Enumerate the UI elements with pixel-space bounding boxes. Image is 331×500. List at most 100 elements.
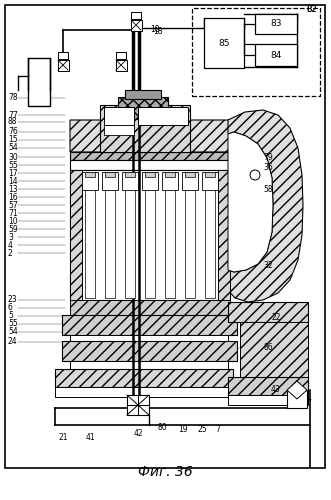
Bar [145,172,155,177]
Text: 71: 71 [8,208,18,218]
Bar [58,52,68,59]
Polygon shape [70,120,240,152]
Text: 43: 43 [271,386,281,394]
Text: 84: 84 [270,50,282,59]
Circle shape [250,170,260,180]
Text: Фиг. 36: Фиг. 36 [138,465,192,479]
Bar [102,172,118,190]
Text: 21: 21 [58,432,68,442]
Bar [185,190,195,298]
Bar [118,97,168,119]
Bar [131,20,142,31]
Text: 77: 77 [8,110,18,120]
Bar [165,172,175,177]
Text: 79: 79 [263,154,273,162]
Text: 5: 5 [8,312,13,320]
Text: 58: 58 [263,186,273,194]
Polygon shape [228,110,303,302]
Text: 54: 54 [8,328,18,336]
Text: 19: 19 [178,426,188,434]
Text: 80: 80 [157,424,167,432]
Bar [255,44,297,66]
Bar [228,395,308,405]
Bar [116,52,126,59]
Text: 30: 30 [8,152,18,162]
Bar [62,341,237,361]
Bar [182,172,198,190]
Bar [62,315,237,335]
Bar [70,152,230,160]
Bar [58,60,69,71]
Bar [145,190,155,298]
Text: 2: 2 [8,248,13,258]
Bar [70,300,230,315]
Bar [287,390,307,408]
Bar [185,172,195,177]
Bar [165,190,175,298]
Text: 15: 15 [8,136,18,144]
Text: 86: 86 [263,344,273,352]
Bar [204,18,244,68]
Bar [205,172,215,177]
Text: 4: 4 [8,240,13,250]
Text: 10: 10 [8,216,18,226]
Bar [100,105,190,152]
Text: 16: 16 [8,192,18,202]
Text: 55: 55 [8,320,18,328]
Polygon shape [287,381,307,399]
Bar [70,335,228,341]
Bar [228,377,308,395]
Bar [122,172,138,190]
Bar [104,125,134,135]
Bar [125,190,135,298]
Bar [192,8,320,96]
Bar [105,172,115,177]
Bar [218,170,230,300]
Bar [240,322,308,377]
Bar [55,387,233,397]
Text: 82: 82 [307,6,317,15]
Text: 13: 13 [8,184,18,194]
Bar [82,172,98,190]
Text: 41: 41 [85,432,95,442]
Text: 3: 3 [8,232,13,241]
Text: 36: 36 [263,162,273,172]
Bar [70,170,82,300]
Text: 7: 7 [215,426,220,434]
Text: 23: 23 [8,296,18,304]
Text: 83: 83 [270,20,282,28]
Text: 57: 57 [8,200,18,209]
Bar [138,107,188,125]
Bar [55,369,233,387]
Text: 22: 22 [271,314,280,322]
Text: 24: 24 [8,338,18,346]
Bar [105,190,115,298]
Bar [70,160,230,170]
Text: 85: 85 [218,38,230,48]
Text: 17: 17 [8,168,18,177]
Text: 14: 14 [8,176,18,186]
Bar [70,170,230,300]
Bar [142,172,158,190]
Text: 54: 54 [8,144,18,152]
Text: 55: 55 [8,160,18,170]
Text: 6: 6 [8,304,13,312]
Bar [255,14,297,34]
Bar [85,172,95,177]
Text: 82: 82 [307,6,317,15]
Bar [116,60,127,71]
Bar [70,361,228,369]
Bar [85,190,95,298]
Bar [228,302,308,322]
Text: 59: 59 [8,224,18,234]
Polygon shape [228,132,273,272]
Bar [28,58,50,106]
Bar [127,395,149,415]
Text: 32: 32 [263,260,273,270]
Text: 76: 76 [8,128,18,136]
Text: 18: 18 [153,28,163,36]
Text: 25: 25 [197,426,207,434]
Bar [162,172,178,190]
Text: 42: 42 [133,428,143,438]
Bar [205,190,215,298]
